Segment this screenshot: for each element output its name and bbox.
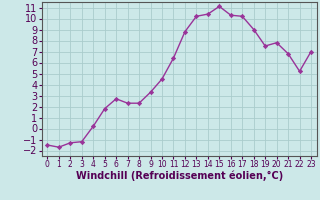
X-axis label: Windchill (Refroidissement éolien,°C): Windchill (Refroidissement éolien,°C) [76,171,283,181]
